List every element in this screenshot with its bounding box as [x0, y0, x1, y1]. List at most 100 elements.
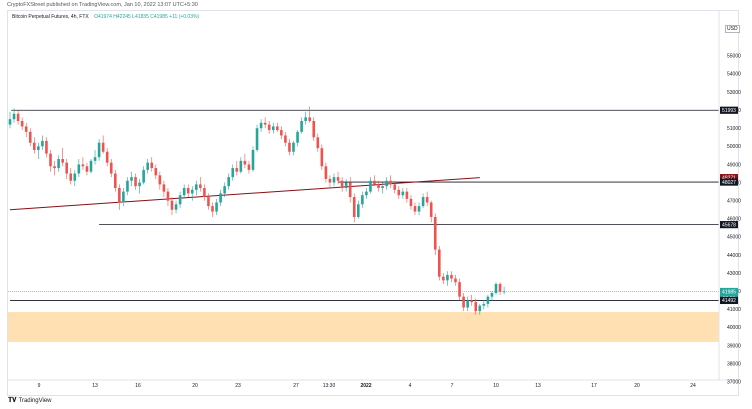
y-tick-label: 38000: [727, 361, 741, 367]
candle-body: [462, 296, 465, 308]
candle-body: [186, 187, 190, 194]
candle-body: [312, 120, 316, 138]
candle-body: [211, 206, 214, 212]
candle-body: [409, 198, 413, 207]
x-tick-label: 24: [690, 383, 696, 389]
candle-body: [28, 131, 32, 143]
x-tick-label: 16: [135, 383, 141, 389]
candle-body: [150, 162, 154, 169]
candle-body: [142, 169, 145, 183]
tradingview-logo-icon: 𝐓𝐕: [8, 397, 17, 404]
candle-body: [446, 274, 449, 281]
candle-body: [105, 151, 109, 163]
candle-body: [255, 128, 259, 150]
candle-body: [288, 142, 291, 152]
candle-body: [413, 206, 417, 212]
y-tick-label: 50000: [727, 144, 741, 150]
candle-body: [215, 202, 218, 212]
candle-body: [24, 126, 28, 132]
candle-body: [365, 191, 368, 196]
candle-body: [130, 177, 133, 181]
x-tick-label: 13:30: [323, 383, 336, 389]
candle-body: [433, 216, 437, 250]
horizontal-levels: [10, 109, 719, 301]
candle-body: [280, 130, 283, 136]
candle-body: [385, 180, 388, 187]
candle-body: [276, 126, 279, 131]
candle-body: [498, 283, 502, 292]
y-tick-label: 54000: [727, 72, 741, 78]
candle-body: [389, 180, 392, 185]
candle-body: [61, 159, 64, 163]
currency-label[interactable]: USD: [725, 25, 740, 33]
candle-body: [190, 189, 194, 194]
candle-body: [336, 177, 340, 181]
candle-body: [162, 184, 166, 192]
candle-body: [393, 184, 397, 190]
candle-body: [16, 113, 20, 121]
candle-body: [138, 182, 141, 187]
x-tick-label: 13: [92, 383, 98, 389]
candle-body: [77, 164, 81, 174]
candle-body: [239, 160, 243, 172]
legend-ohlc: O41974 H42245 L41835 C41985 +11 (+0.03%): [94, 14, 200, 20]
candle-body: [158, 175, 162, 185]
candle-body: [247, 164, 251, 170]
candle-body: [373, 180, 376, 185]
candle-body: [397, 189, 401, 196]
candle-body: [425, 197, 429, 203]
support-zone: [8, 312, 719, 342]
y-tick-label: 51000: [727, 126, 741, 132]
candle-body: [199, 184, 202, 188]
candle-body: [332, 177, 336, 183]
candle-body: [53, 166, 56, 169]
chart-legend: Bitcoin Perpetual Futures, 4h, FTX O4197…: [12, 14, 199, 20]
candle-body: [454, 278, 457, 283]
candle-body: [284, 135, 287, 143]
candle-body: [401, 191, 405, 196]
candle-body: [292, 142, 295, 152]
candle-body: [146, 162, 149, 170]
candle-body: [324, 166, 328, 179]
candle-body: [442, 276, 445, 281]
footer: 𝐓𝐕 TradingView: [8, 397, 52, 405]
price-tag-label: 48271: [722, 175, 736, 181]
candle-body: [49, 153, 52, 167]
candle-body: [20, 120, 24, 127]
candle-body: [203, 187, 206, 198]
candle-body: [126, 180, 129, 192]
candle-body: [369, 180, 372, 192]
price-tag-label: 41985: [722, 289, 736, 295]
price-axis[interactable]: 5500054000530005200051000500004900048000…: [727, 54, 741, 386]
candle-body: [69, 173, 73, 181]
candle-body: [122, 191, 125, 203]
y-tick-label: 47000: [727, 198, 741, 204]
candle-body: [85, 166, 89, 172]
candle-body: [466, 300, 469, 308]
candle-body: [263, 122, 267, 125]
candle-body: [304, 117, 307, 121]
x-tick-label: 4: [409, 383, 412, 389]
candle-body: [344, 182, 348, 188]
candle-body: [134, 177, 137, 187]
candle-body: [195, 184, 198, 190]
y-tick-label: 43000: [727, 271, 741, 277]
candle-body: [174, 204, 178, 210]
price-tag-label: 41492: [722, 298, 736, 304]
candle-body: [109, 162, 113, 174]
candle-body: [8, 119, 12, 125]
candle-body: [357, 204, 360, 217]
candle-body: [417, 206, 421, 212]
price-tag-bg: [720, 106, 738, 114]
candle-body: [271, 126, 275, 131]
candle-body: [296, 131, 299, 143]
x-tick-label: 2022: [360, 383, 371, 389]
candle-body: [93, 157, 97, 161]
candle-body: [12, 113, 16, 120]
trend-line: [9, 177, 480, 211]
price-tag-bg: [720, 178, 738, 186]
candle-body: [474, 302, 478, 312]
y-tick-label: 49000: [727, 162, 741, 168]
time-axis[interactable]: 9 13 16 20 23 27 13:30 2022 4 7 10 13 17 20 24: [38, 383, 696, 389]
